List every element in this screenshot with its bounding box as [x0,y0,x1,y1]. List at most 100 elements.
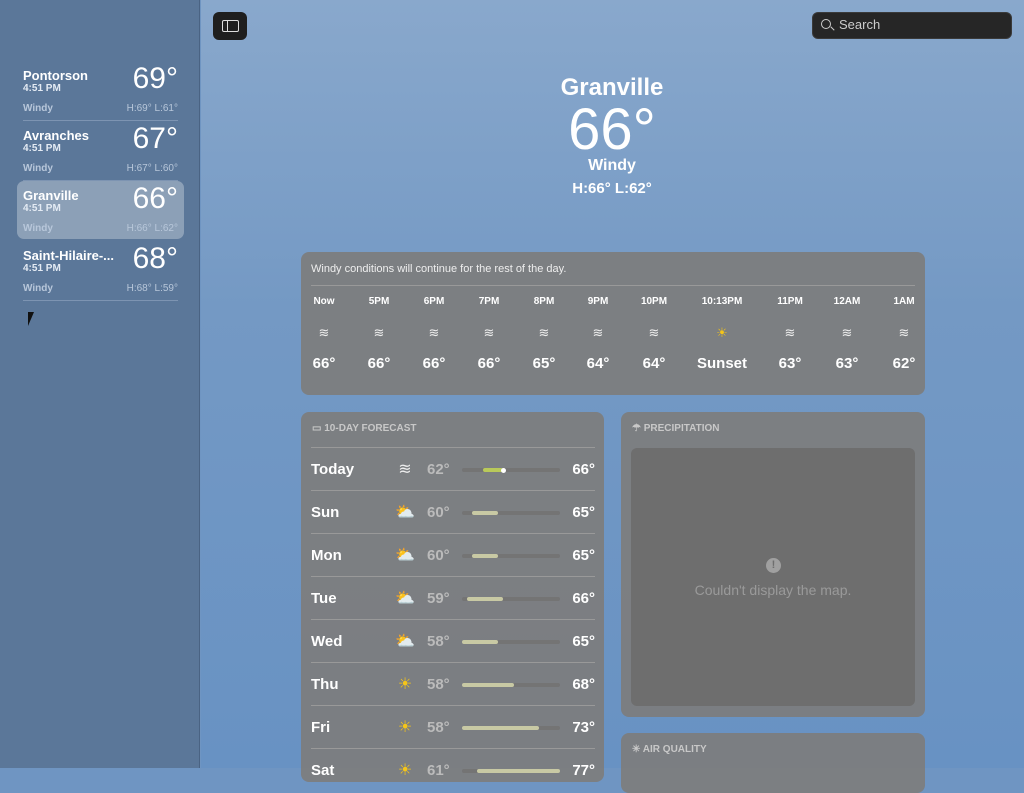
precipitation-title: ☂ PRECIPITATION [632,423,720,434]
temp-range-track [462,467,560,473]
high-temp: 73° [572,719,595,736]
temp-range-bar [462,683,514,687]
low-temp: 58° [427,676,450,693]
hour-label: 1AM [893,296,915,307]
location-high-low: H:68° L:59° [126,283,178,294]
location-time: 4:51 PM [23,263,61,274]
hourly-item: 10PM ≋ 64° [624,296,684,372]
wind-icon: ≋ [398,461,412,478]
location-time: 4:51 PM [23,143,61,154]
wind-icon: ≋ [648,325,660,340]
search-input[interactable] [839,17,999,32]
temp-range-track [462,511,560,515]
hour-label: 8PM [533,296,555,307]
high-low: H:66° L:62° [572,180,652,197]
location-item[interactable]: Saint-Hilaire-... 4:51 PM 68° Windy H:68… [17,241,184,301]
hour-label: Now [313,296,335,307]
hour-temp: 66° [477,355,501,372]
high-temp: 65° [572,633,595,650]
location-name: Pontorson [23,68,88,83]
sidebar-toggle-button[interactable] [213,12,247,40]
hourly-item: 11PM ≋ 63° [760,296,820,372]
hour-temp: 66° [312,355,336,372]
location-high-low: H:69° L:61° [126,103,178,114]
air-quality-icon: ✳ [632,744,643,755]
low-temp: 61° [427,762,450,779]
day-label: Fri [311,719,331,736]
location-item[interactable]: Pontorson 4:51 PM 69° Windy H:69° L:61° [17,61,184,121]
temp-range-track [462,554,560,558]
current-temperature: 66° [568,97,656,162]
forecast-row[interactable]: Thu ☀ 58° 68° [311,662,595,705]
search-icon [821,19,831,29]
day-label: Mon [311,547,342,564]
sunset-icon: ☀ [716,325,728,340]
location-temp: 69° [132,62,178,95]
hour-temp: 63° [778,355,802,372]
day-label: Sat [311,762,335,779]
location-item[interactable]: Avranches 4:51 PM 67° Windy H:67° L:60° [17,121,184,181]
divider [23,120,178,121]
location-name: Saint-Hilaire-... [23,248,115,263]
wind-icon: ≋ [373,325,385,340]
hour-label: 7PM [478,296,500,307]
forecast-row[interactable]: Sun ⛅ 60° 65° [311,490,595,533]
exclamation-icon: ! [766,558,781,573]
hour-label: 10PM [640,296,668,307]
wind-icon: ≋ [784,325,796,340]
hourly-item: 7PM ≋ 66° [459,296,519,372]
forecast-row[interactable]: Sat ☀ 61° 77° [311,748,595,782]
location-condition: Windy [23,223,53,234]
divider [23,300,178,301]
hourly-item: 1AM ≋ 62° [874,296,934,372]
partly-sunny-icon: ⛅ [395,547,415,564]
location-temp: 66° [132,182,178,215]
high-temp: 66° [572,590,595,607]
hourly-summary: Windy conditions will continue for the r… [311,263,567,275]
forecast-row[interactable]: Wed ⛅ 58° 65° [311,619,595,662]
partly-sunny-icon: ⛅ [395,504,415,521]
temp-range-bar [462,640,499,644]
divider [311,285,915,286]
hour-label: 10:13PM [701,296,743,307]
precipitation-map[interactable]: ! Couldn't display the map. [631,448,915,706]
forecast-row[interactable]: Tue ⛅ 59° 66° [311,576,595,619]
wind-icon: ≋ [318,325,330,340]
temp-range-bar [467,597,504,601]
temp-range-track [462,640,560,644]
ten-day-forecast-card: ▭ 10-DAY FORECAST Today ≋ 62° 66° Sun ⛅ 6… [301,412,604,782]
precipitation-card[interactable]: ☂ PRECIPITATION ! Couldn't display the m… [621,412,925,717]
hour-label: 9PM [587,296,609,307]
forecast-row[interactable]: Fri ☀ 58° 73° [311,705,595,748]
day-label: Wed [311,633,343,650]
hourly-item: 8PM ≋ 65° [514,296,574,372]
high-temp: 65° [572,547,595,564]
location-item[interactable]: Granville 4:51 PM 66° Windy H:66° L:62° [17,181,184,239]
hourly-item: 12AM ≋ 63° [817,296,877,372]
wind-icon: ≋ [592,325,604,340]
forecast-row[interactable]: Today ≋ 62° 66° [311,447,595,490]
low-temp: 58° [427,719,450,736]
location-high-low: H:66° L:62° [126,223,178,234]
temp-range-bar [472,554,499,558]
hour-temp: 66° [367,355,391,372]
wind-icon: ≋ [538,325,550,340]
map-error-message: Couldn't display the map. [694,582,852,598]
location-condition: Windy [23,283,53,294]
partly-sunny-icon: ⛅ [395,590,415,607]
day-label: Thu [311,676,339,693]
city-name: Granville [560,74,664,101]
wind-icon: ≋ [428,325,440,340]
forecast-row[interactable]: Mon ⛅ 60° 65° [311,533,595,576]
low-temp: 59° [427,590,450,607]
hourly-item: 10:13PM ☀ Sunset [692,296,752,372]
day-label: Today [311,461,355,478]
day-label: Tue [311,590,337,607]
low-temp: 62° [427,461,450,478]
air-quality-title: ✳ AIR QUALITY [632,744,707,755]
high-temp: 66° [572,461,595,478]
air-quality-card[interactable]: ✳ AIR QUALITY [621,733,925,793]
calendar-icon: ▭ [312,423,325,434]
search-field[interactable] [812,12,1012,39]
wind-icon: ≋ [483,325,495,340]
